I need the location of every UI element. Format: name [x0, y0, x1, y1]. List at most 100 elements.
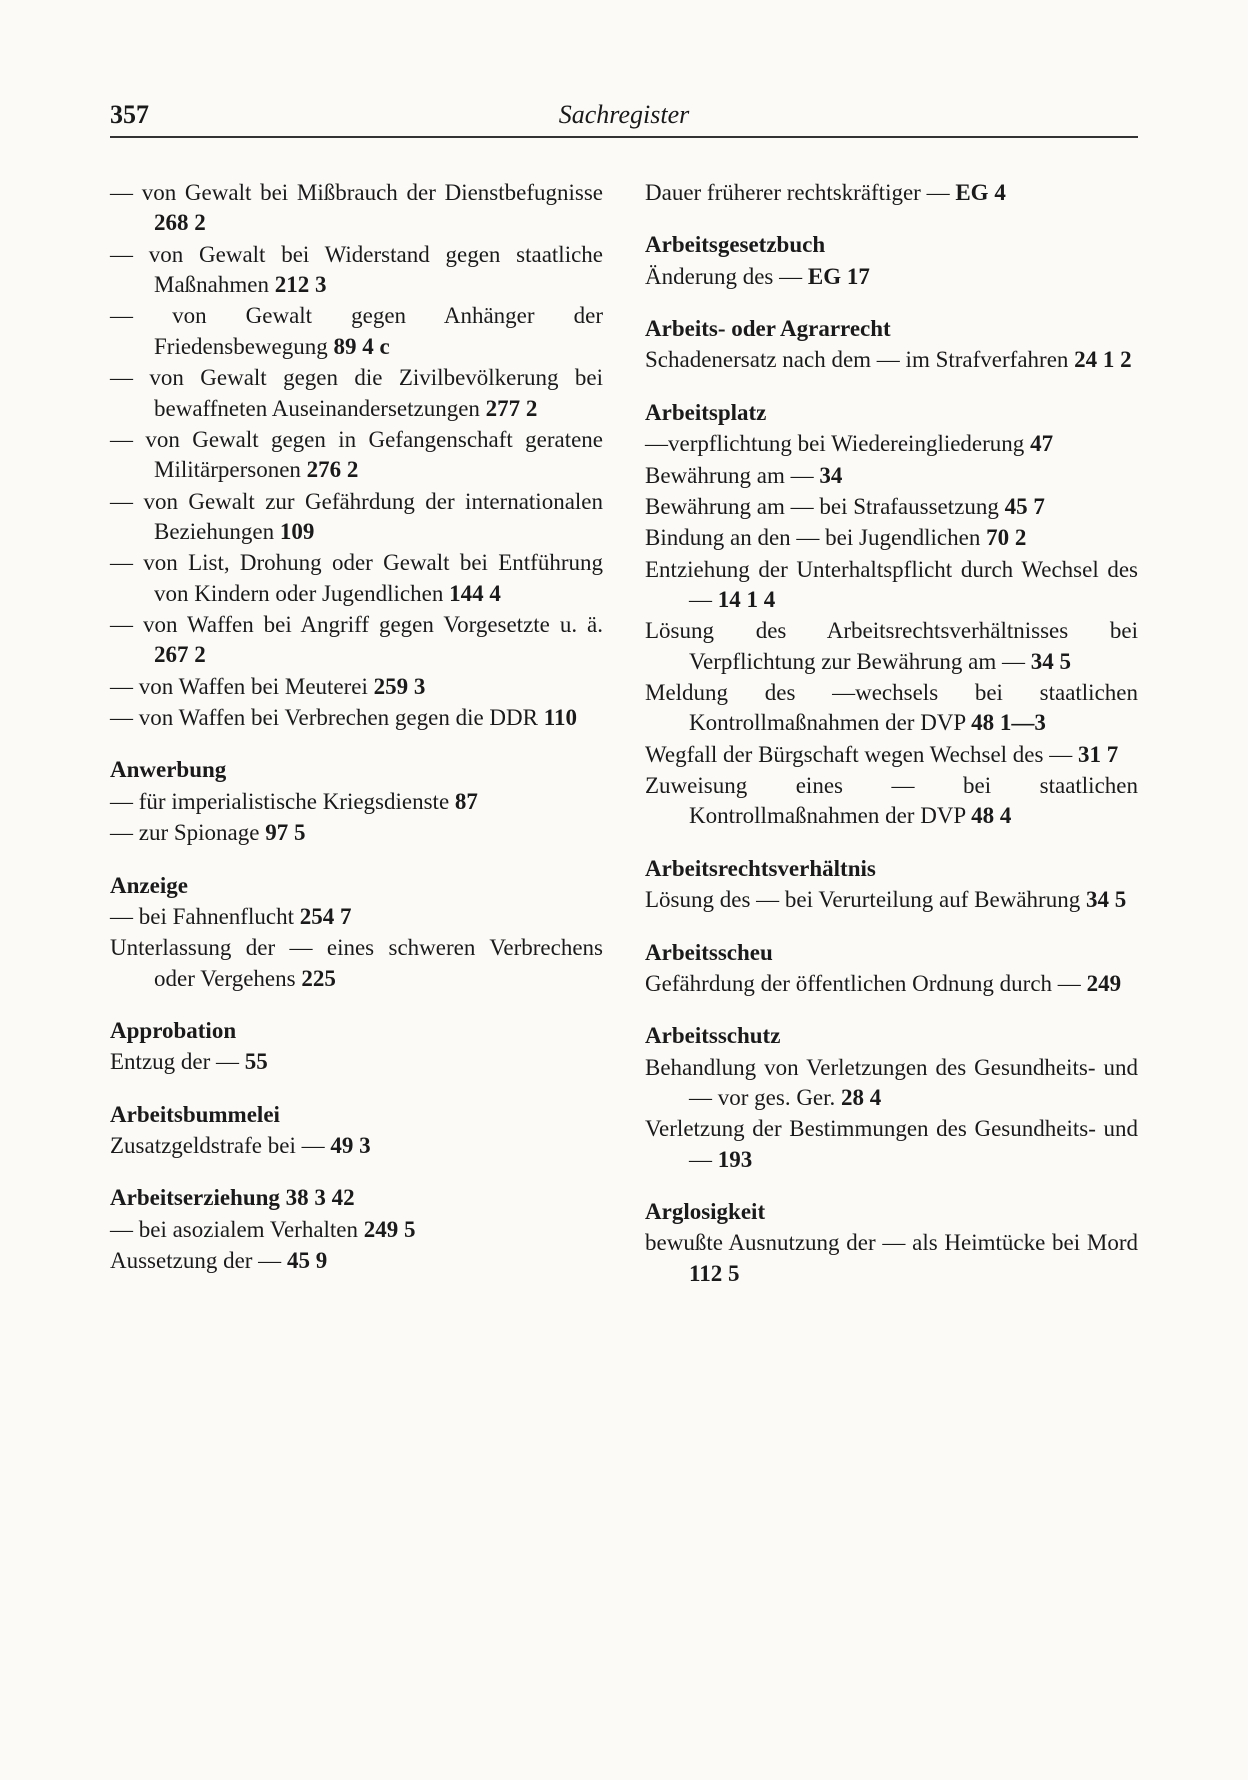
- heading-text: Arbeitsplatz: [645, 400, 766, 425]
- entry-refs: 112 5: [689, 1261, 739, 1286]
- heading-text: Arbeitsrechtsverhältnis: [645, 856, 876, 881]
- entry-refs: 193: [718, 1147, 753, 1172]
- entry-refs: 277 2: [486, 396, 538, 421]
- entry-text: Änderung des —: [645, 264, 802, 289]
- page: 357 Sachregister von Gewalt bei Mißbrauc…: [0, 0, 1248, 1780]
- entry-text: Aussetzung der —: [110, 1248, 281, 1273]
- entry-refs: 249 5: [364, 1217, 416, 1242]
- entry-text: bewußte Ausnutzung der — als Heimtücke b…: [645, 1230, 1138, 1255]
- index-heading: Arbeitsscheu: [645, 938, 1138, 968]
- heading-text: Arbeitsgesetzbuch: [645, 232, 825, 257]
- index-entry: von Gewalt zur Gefährdung der internatio…: [110, 487, 603, 548]
- index-entry: Wegfall der Bürgschaft wegen Wechsel des…: [645, 740, 1138, 770]
- heading-refs: 38 3 42: [286, 1185, 355, 1210]
- entry-refs: 276 2: [307, 457, 359, 482]
- entry-text: Gefährdung der öffentlichen Ordnung durc…: [645, 971, 1081, 996]
- index-heading: Arbeitserziehung 38 3 42: [110, 1183, 603, 1213]
- index-heading: Arbeitsplatz: [645, 398, 1138, 428]
- index-heading: Arbeitsgesetzbuch: [645, 230, 1138, 260]
- entry-refs: 109: [280, 519, 315, 544]
- index-section: Arbeitserziehung 38 3 42 bei asozialem Ve…: [110, 1183, 603, 1276]
- entry-refs: 49 3: [330, 1133, 370, 1158]
- index-heading: Arbeitsrechtsverhältnis: [645, 854, 1138, 884]
- index-entry: Unterlassung der — eines schweren Verbre…: [110, 933, 603, 994]
- entry-text: Bewährung am — bei Strafaussetzung: [645, 494, 999, 519]
- entry-refs: 48 4: [971, 803, 1011, 828]
- entry-refs: EG 17: [808, 264, 870, 289]
- index-entry: Schadenersatz nach dem — im Strafverfahr…: [645, 345, 1138, 375]
- entry-refs: 47: [1030, 431, 1053, 456]
- index-heading: Anwerbung: [110, 755, 603, 785]
- index-section: Anwerbung für imperialistische Kriegsdien…: [110, 755, 603, 848]
- index-entry: Bewährung am — 34: [645, 461, 1138, 491]
- index-entry: Dauer früherer rechtskräftiger — EG 4: [645, 178, 1138, 208]
- entry-refs: 34 5: [1031, 649, 1071, 674]
- entry-refs: 87: [455, 789, 478, 814]
- index-entry: von Gewalt bei Widerstand gegen staatlic…: [110, 240, 603, 301]
- heading-text: Arbeitsscheu: [645, 940, 773, 965]
- index-section: Arbeits- oder Agrarrecht Schadenersatz na…: [645, 314, 1138, 376]
- left-column: von Gewalt bei Mißbrauch der Dienstbefug…: [110, 178, 603, 1311]
- index-entry: Meldung des —wechsels bei staatlichen Ko…: [645, 678, 1138, 739]
- heading-text: Approbation: [110, 1018, 236, 1043]
- entry-refs: 45 9: [287, 1248, 327, 1273]
- index-entry: Lösung des — bei Verurteilung auf Bewähr…: [645, 885, 1138, 915]
- entry-refs: 268 2: [154, 210, 206, 235]
- entry-text: von Gewalt zur Gefährdung der internatio…: [143, 489, 603, 544]
- entry-text: für imperialistische Kriegsdienste: [139, 789, 449, 814]
- index-section: Anzeigebei Fahnenflucht 254 7Unterlassun…: [110, 871, 603, 994]
- entry-text: Meldung des —wechsels bei staatlichen Ko…: [645, 680, 1138, 735]
- index-section: Arbeitsschutz Behandlung von Verletzungen…: [645, 1021, 1138, 1175]
- index-entry: Aussetzung der — 45 9: [110, 1246, 603, 1276]
- index-section: Arbeitsgesetzbuch Änderung des — EG 17: [645, 230, 1138, 292]
- index-heading: Approbation: [110, 1016, 603, 1046]
- entry-refs: 28 4: [841, 1085, 881, 1110]
- entry-refs: 254 7: [300, 904, 352, 929]
- entry-refs: 24 1 2: [1074, 347, 1132, 372]
- entry-text: Wegfall der Bürgschaft wegen Wechsel des…: [645, 742, 1072, 767]
- entry-refs: 259 3: [374, 674, 426, 699]
- index-entry: bewußte Ausnutzung der — als Heimtücke b…: [645, 1228, 1138, 1289]
- heading-text: Anwerbung: [110, 757, 226, 782]
- entry-refs: 144 4: [449, 581, 501, 606]
- index-entry: von Waffen bei Meuterei 259 3: [110, 672, 603, 702]
- entry-text: bei Fahnenflucht: [139, 904, 294, 929]
- entry-text: —verpflichtung bei Wiedereingliederung: [645, 431, 1024, 456]
- index-entry: von Gewalt gegen in Gefangenschaft gerat…: [110, 425, 603, 486]
- heading-text: Arbeitsbummelei: [110, 1102, 280, 1127]
- entry-text: Unterlassung der — eines schweren Verbre…: [110, 935, 603, 990]
- index-section: Arbeitsscheu Gefährdung der öffentlichen …: [645, 938, 1138, 1000]
- entry-text: zur Spionage: [139, 820, 260, 845]
- entry-refs: 267 2: [154, 642, 206, 667]
- index-entry: Gefährdung der öffentlichen Ordnung durc…: [645, 969, 1138, 999]
- entry-refs: 55: [245, 1049, 268, 1074]
- index-section: Dauer früherer rechtskräftiger — EG 4: [645, 178, 1138, 208]
- entry-text: Zusatzgeldstrafe bei —: [110, 1133, 325, 1158]
- entry-refs: 31 7: [1078, 742, 1118, 767]
- heading-text: Arbeitsschutz: [645, 1023, 780, 1048]
- entry-refs: 212 3: [275, 272, 327, 297]
- index-entry: von Gewalt gegen die Zivilbevölkerung be…: [110, 363, 603, 424]
- entry-text: von Waffen bei Meuterei: [139, 674, 368, 699]
- entry-refs: 225: [301, 966, 336, 991]
- entry-text: bei asozialem Verhalten: [139, 1217, 358, 1242]
- index-section: Approbation Entzug der — 55: [110, 1016, 603, 1078]
- entry-refs: 249: [1087, 971, 1122, 996]
- index-entry: von Gewalt bei Mißbrauch der Dienstbefug…: [110, 178, 603, 239]
- entry-text: Behandlung von Verletzungen des Gesundhe…: [645, 1055, 1138, 1110]
- entry-refs: 48 1—3: [971, 710, 1046, 735]
- entry-text: Lösung des — bei Verurteilung auf Bewähr…: [645, 887, 1080, 912]
- index-heading: Arbeitsschutz: [645, 1021, 1138, 1051]
- index-entry: zur Spionage 97 5: [110, 818, 603, 848]
- entry-text: Entzug der —: [110, 1049, 239, 1074]
- entry-text: Schadenersatz nach dem — im Strafverfahr…: [645, 347, 1068, 372]
- entry-refs: 110: [544, 705, 577, 730]
- index-entry: Bewährung am — bei Strafaussetzung 45 7: [645, 492, 1138, 522]
- entry-refs: 45 7: [1005, 494, 1045, 519]
- page-header: 357 Sachregister: [110, 100, 1138, 138]
- page-number: 357: [110, 100, 230, 130]
- index-entry: von List, Drohung oder Gewalt bei Entfüh…: [110, 548, 603, 609]
- index-heading: Arbeits- oder Agrarrecht: [645, 314, 1138, 344]
- entry-refs: 97 5: [265, 820, 305, 845]
- index-entry: Behandlung von Verletzungen des Gesundhe…: [645, 1053, 1138, 1114]
